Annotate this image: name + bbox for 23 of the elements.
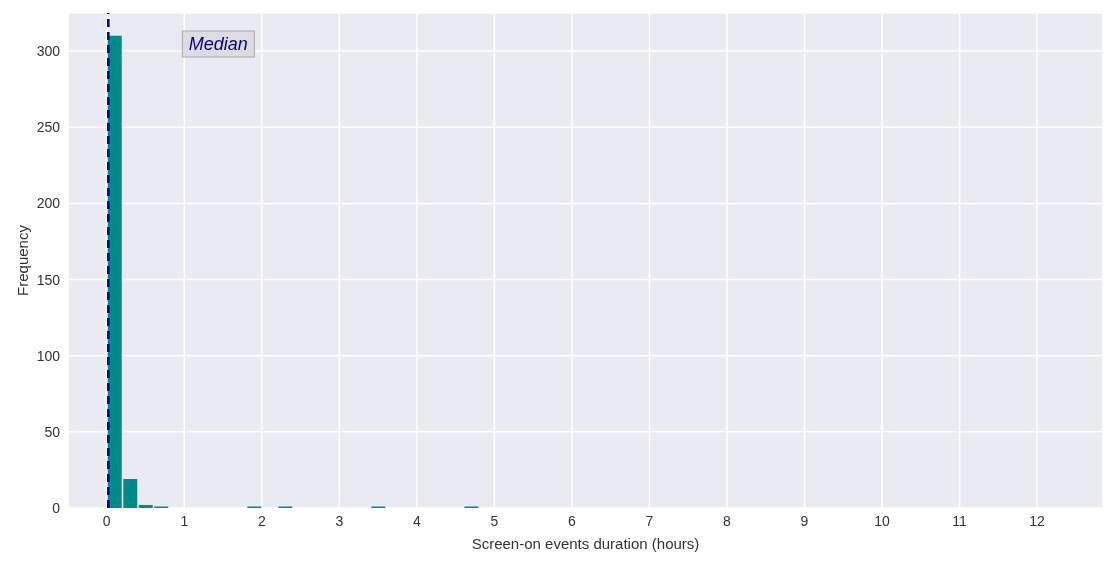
y-tick-label: 100 bbox=[36, 347, 61, 364]
y-tick-label: 0 bbox=[52, 499, 61, 516]
x-tick-label: 9 bbox=[800, 512, 809, 529]
ref-line-label: Median bbox=[188, 34, 248, 54]
x-axis-title: Screen-on events duration (hours) bbox=[471, 534, 700, 552]
y-tick-label: 200 bbox=[36, 195, 61, 212]
x-tick-label: 2 bbox=[257, 512, 266, 529]
y-tick-label: 300 bbox=[36, 43, 61, 60]
x-tick-label: 8 bbox=[723, 512, 732, 529]
y-tick-label: 250 bbox=[36, 119, 61, 136]
x-tick-label: 1 bbox=[180, 512, 189, 529]
y-tick-label: 50 bbox=[44, 423, 61, 440]
y-axis-title: Frequency bbox=[14, 224, 32, 296]
x-tick-label: 11 bbox=[952, 512, 968, 529]
x-tick-label: 3 bbox=[335, 512, 344, 529]
x-tick-label: 12 bbox=[1029, 512, 1046, 529]
x-tick-label: 4 bbox=[412, 512, 421, 529]
x-tick-label: 0 bbox=[102, 512, 111, 529]
x-tick-label: 10 bbox=[874, 512, 891, 529]
y-tick-label: 150 bbox=[36, 271, 61, 288]
x-tick-label: 5 bbox=[490, 512, 499, 529]
x-tick-label: 6 bbox=[568, 512, 577, 529]
x-tick-label: 7 bbox=[645, 512, 654, 529]
